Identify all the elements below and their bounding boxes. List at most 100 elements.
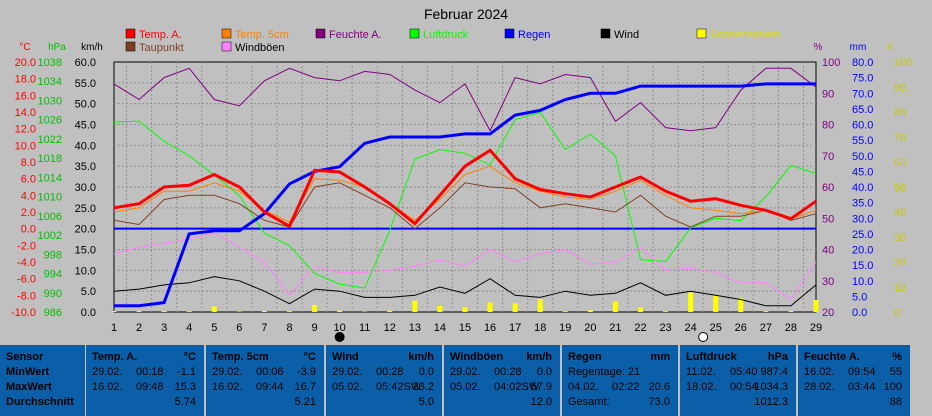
axis-tick-left: 8.0 <box>21 157 36 169</box>
axis-tick-left: 12.0 <box>15 124 36 136</box>
stats-panel-title: Regen <box>568 351 602 363</box>
x-tick-label: 24 <box>685 322 697 334</box>
axis-tick-left: 10.0 <box>75 265 96 277</box>
stats-cell: 5.21 <box>294 396 316 408</box>
axis-tick-right: 100 <box>822 57 840 69</box>
stats-row: Gesamt: 73.0 <box>568 396 670 410</box>
axis-tick-right: 80.0 <box>852 57 873 69</box>
x-tick-label: 8 <box>286 322 292 334</box>
stats-row: 29.02. 00:28 0.0 <box>450 366 552 380</box>
stats-panel-unit: °C <box>183 351 196 363</box>
stats-cell: 57.9 <box>530 381 552 393</box>
series-line-temp-5cm <box>113 165 817 223</box>
axis-unit-left: km/h <box>81 42 103 53</box>
sunshine-bar <box>412 300 418 312</box>
sunshine-bar <box>688 292 694 312</box>
stats-panel-title: Temp. A. <box>92 351 138 363</box>
legend-swatch <box>504 28 515 39</box>
legend-swatch <box>696 28 707 39</box>
axis-tick-right: 60.0 <box>852 120 873 132</box>
stats-cell: 05:40 <box>730 366 758 378</box>
axis-tick-right: 70 <box>894 132 906 144</box>
x-tick-label: 18 <box>534 322 546 334</box>
sunshine-bar <box>562 311 568 312</box>
sunshine-bar <box>462 307 468 312</box>
axis-tick-left: 4.0 <box>21 190 36 202</box>
sunshine-bar <box>111 311 117 312</box>
axis-tick-right: 30 <box>894 232 906 244</box>
stats-row: 12.0 <box>450 396 552 410</box>
full-moon-icon <box>698 332 709 342</box>
chart-title: Februar 2024 <box>424 6 508 22</box>
stats-panel-title: Temp. 5cm <box>212 351 269 363</box>
sunshine-bar <box>813 300 819 312</box>
stats-panel-title: Wind <box>332 351 359 363</box>
axis-tick-right: 10.0 <box>852 276 873 288</box>
axis-unit-right: mm <box>850 42 867 53</box>
stats-row: Regentage: 21 <box>568 366 670 380</box>
stats-panel-title: Luftdruck <box>686 351 737 363</box>
x-tick-label: 7 <box>261 322 267 334</box>
stats-panel: Windböen km/h 29.02. 00:28 0.0 05.02. 04:02SW 5… <box>444 345 560 416</box>
stats-panel: Feuchte A.% 16.02. 09:54 55 28.02. 03:44 100 88 <box>798 345 910 416</box>
axis-tick-right: 20 <box>894 257 906 269</box>
stats-cell: 0.0 <box>536 366 552 378</box>
sunshine-bar <box>287 311 292 312</box>
sunshine-bar <box>312 305 318 312</box>
axis-tick-left: 1018 <box>38 153 62 165</box>
legend-label: Sonnenschein <box>710 29 780 41</box>
axis-tick-right: 20 <box>822 307 834 319</box>
axis-tick-right: 15.0 <box>852 260 873 272</box>
axis-tick-right: 45.0 <box>852 166 873 178</box>
stats-cell: 29.02. <box>92 366 123 378</box>
axis-tick-left: 35.0 <box>75 161 96 173</box>
stats-cell: 05.02. <box>332 381 363 393</box>
series-line-regen <box>114 82 816 308</box>
axis-tick-right: 90 <box>822 88 834 100</box>
stats-row: Sensor MinWert MaxWert Durchschnitt Temp… <box>0 345 932 416</box>
row-label-avg: Durchschnitt <box>6 396 74 408</box>
legend-label: Regen <box>518 29 550 41</box>
sunshine-bar <box>211 306 217 312</box>
stats-cell: 00:54 <box>730 381 758 393</box>
sunshine-bar <box>136 311 142 312</box>
stats-cell: 29.02. <box>212 366 243 378</box>
x-tick-label: 4 <box>186 322 192 334</box>
stats-panel-unit: hPa <box>767 351 788 363</box>
axis-tick-right: 40 <box>822 245 834 257</box>
legend-swatch <box>125 28 136 39</box>
axis-unit-left: hPa <box>48 42 66 53</box>
stats-cell: 00:06 <box>256 366 284 378</box>
stats-cell: 15.3 <box>174 381 196 393</box>
x-tick-label: 11 <box>359 322 370 334</box>
x-tick-label: 25 <box>710 322 722 334</box>
stats-cell: 73.0 <box>648 396 670 408</box>
axis-tick-right: 60 <box>822 182 834 194</box>
stats-panel-unit: % <box>892 351 902 363</box>
axis-tick-left: 998 <box>44 249 62 261</box>
stats-row: 5.0 <box>332 396 434 410</box>
stats-cell: 05.02. <box>450 381 481 393</box>
sunshine-bar <box>612 301 618 312</box>
axis-tick-left: 1026 <box>38 115 62 127</box>
axis-tick-left: 2.0 <box>21 207 36 219</box>
stats-cell: 987.4 <box>760 366 788 378</box>
sensor-label-panel: Sensor MinWert MaxWert Durchschnitt <box>0 345 85 416</box>
sunshine-bar <box>387 310 393 312</box>
axis-tick-right: 35.0 <box>852 198 873 210</box>
axis-tick-left: -10.0 <box>11 307 36 319</box>
axis-tick-right: 40.0 <box>852 182 873 194</box>
stats-cell: 00:28 <box>494 366 522 378</box>
x-tick-label: 2 <box>136 322 142 334</box>
axis-tick-left: 45.0 <box>75 120 96 132</box>
stats-cell: 09:44 <box>256 381 284 393</box>
axis-tick-left: 50.0 <box>75 99 96 111</box>
axis-tick-left: 55.0 <box>75 78 96 90</box>
stats-row: 28.02. 03:44 100 <box>804 381 902 395</box>
axis-tick-left: 1014 <box>38 172 62 184</box>
series-line-wind <box>113 276 817 307</box>
stats-cell: 00:18 <box>136 366 164 378</box>
axis-tick-left: 1010 <box>38 192 62 204</box>
stats-cell: 18.02. <box>686 381 717 393</box>
axis-tick-right: 90 <box>894 82 906 94</box>
